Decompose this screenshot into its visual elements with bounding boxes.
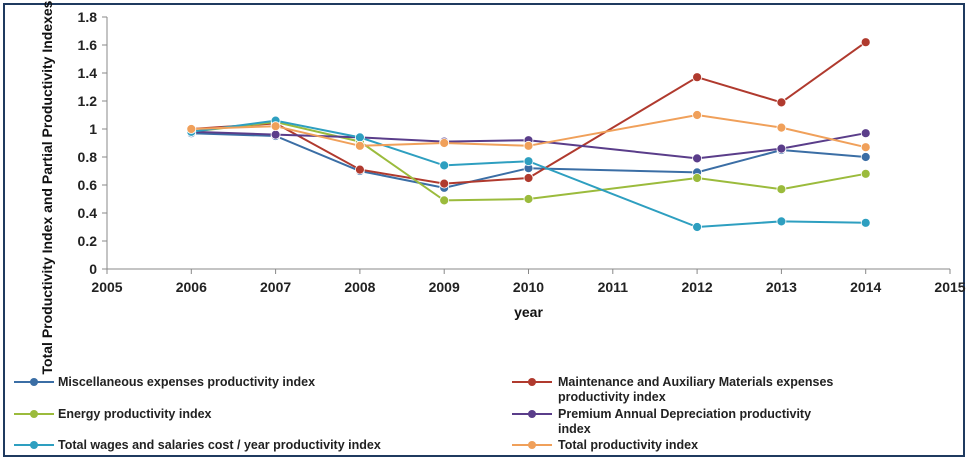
data-point: [692, 173, 702, 183]
y-axis-title: Total Productivity Index and Partial Pro…: [39, 0, 55, 374]
y-tick-label: 0.4: [78, 205, 98, 221]
x-tick-label: 2007: [260, 279, 291, 295]
data-point: [439, 178, 450, 189]
data-point: [270, 121, 281, 132]
data-point: [776, 216, 787, 227]
data-point: [523, 140, 534, 151]
series-2: [186, 37, 871, 189]
y-tick-label: 1: [89, 121, 97, 137]
y-tick-label: 1.6: [78, 37, 98, 53]
legend-swatch-marker: [528, 378, 536, 386]
data-point: [692, 222, 702, 232]
x-tick-label: 2010: [513, 279, 544, 295]
chart-frame: [3, 3, 965, 457]
legend-item: Total productivity index: [512, 438, 698, 452]
legend-swatch-marker: [30, 410, 38, 418]
y-tick-label: 0.2: [78, 233, 98, 249]
y-tick-label: 1.4: [78, 65, 98, 81]
x-axis-title: year: [514, 304, 543, 320]
legend: Miscellaneous expenses productivity inde…: [14, 375, 833, 452]
data-point: [860, 152, 871, 162]
axes: 0 0.2 0.4 0.6 0.8 1 1.2 1.4 1.6 1.8 2005 2006 2007 20…: [78, 9, 966, 295]
legend-label-continued: productivity index: [558, 390, 666, 404]
data-point: [860, 142, 871, 153]
x-tick-label: 2014: [850, 279, 881, 295]
legend-swatch-marker: [528, 441, 536, 449]
data-point: [270, 129, 281, 140]
series-line: [191, 120, 866, 202]
legend-label: Total wages and salaries cost / year pro…: [58, 438, 381, 452]
legend-label: Total productivity index: [558, 438, 698, 452]
data-point: [776, 184, 787, 195]
legend-item: Maintenance and Auxiliary Materials expe…: [512, 375, 833, 404]
legend-swatch-marker: [528, 410, 536, 418]
legend-item: Energy productivity index: [14, 407, 212, 421]
data-point: [776, 97, 787, 108]
data-point: [776, 143, 787, 154]
data-point: [439, 138, 450, 148]
x-tick-label: 2006: [176, 279, 207, 295]
series-line: [191, 113, 866, 149]
series-line: [191, 119, 866, 229]
legend-label-continued: index: [558, 422, 591, 436]
data-point: [354, 140, 365, 151]
data-point: [439, 160, 450, 171]
data-point: [860, 168, 871, 179]
data-point: [523, 194, 534, 204]
data-point: [354, 132, 365, 143]
legend-label: Premium Annual Depreciation productivity: [558, 407, 811, 421]
data-point: [776, 122, 787, 133]
data-point: [860, 217, 871, 228]
legend-item: Premium Annual Depreciation productivity…: [512, 407, 811, 436]
legend-item: Total wages and salaries cost / year pro…: [14, 438, 381, 452]
x-tick-label: 2011: [598, 279, 629, 295]
data-point: [523, 173, 534, 183]
series-line: [191, 132, 866, 189]
legend-label: Miscellaneous expenses productivity inde…: [58, 375, 315, 389]
x-tick-label: 2009: [429, 279, 460, 295]
legend-label: Maintenance and Auxiliary Materials expe…: [558, 375, 833, 389]
data-point: [692, 110, 702, 120]
y-tick-label: 0.8: [78, 149, 98, 165]
x-tick-label: 2013: [766, 279, 797, 295]
data-point: [523, 156, 534, 167]
y-tick-label: 1.2: [78, 93, 98, 109]
data-point: [439, 195, 450, 206]
x-tick-label: 2008: [344, 279, 375, 295]
y-tick-label: 1.8: [78, 9, 98, 25]
data-point: [692, 153, 702, 164]
data-point: [186, 124, 197, 134]
y-tick-label: 0.6: [78, 177, 98, 193]
legend-swatch-marker: [30, 378, 38, 386]
legend-swatch-marker: [30, 441, 38, 449]
series-line: [191, 130, 866, 160]
x-tick-label: 2005: [91, 279, 122, 295]
series-layer: [186, 37, 871, 232]
x-tick-label: 2015: [934, 279, 965, 295]
x-tick-label: 2012: [682, 279, 713, 295]
legend-item: Miscellaneous expenses productivity inde…: [14, 375, 315, 389]
data-point: [692, 72, 702, 83]
data-point: [860, 128, 871, 139]
data-point: [354, 164, 365, 175]
y-tick-label: 0: [89, 261, 97, 277]
series-6: [186, 110, 871, 153]
series-line: [191, 41, 867, 185]
legend-label: Energy productivity index: [58, 407, 212, 421]
data-point: [860, 37, 871, 48]
